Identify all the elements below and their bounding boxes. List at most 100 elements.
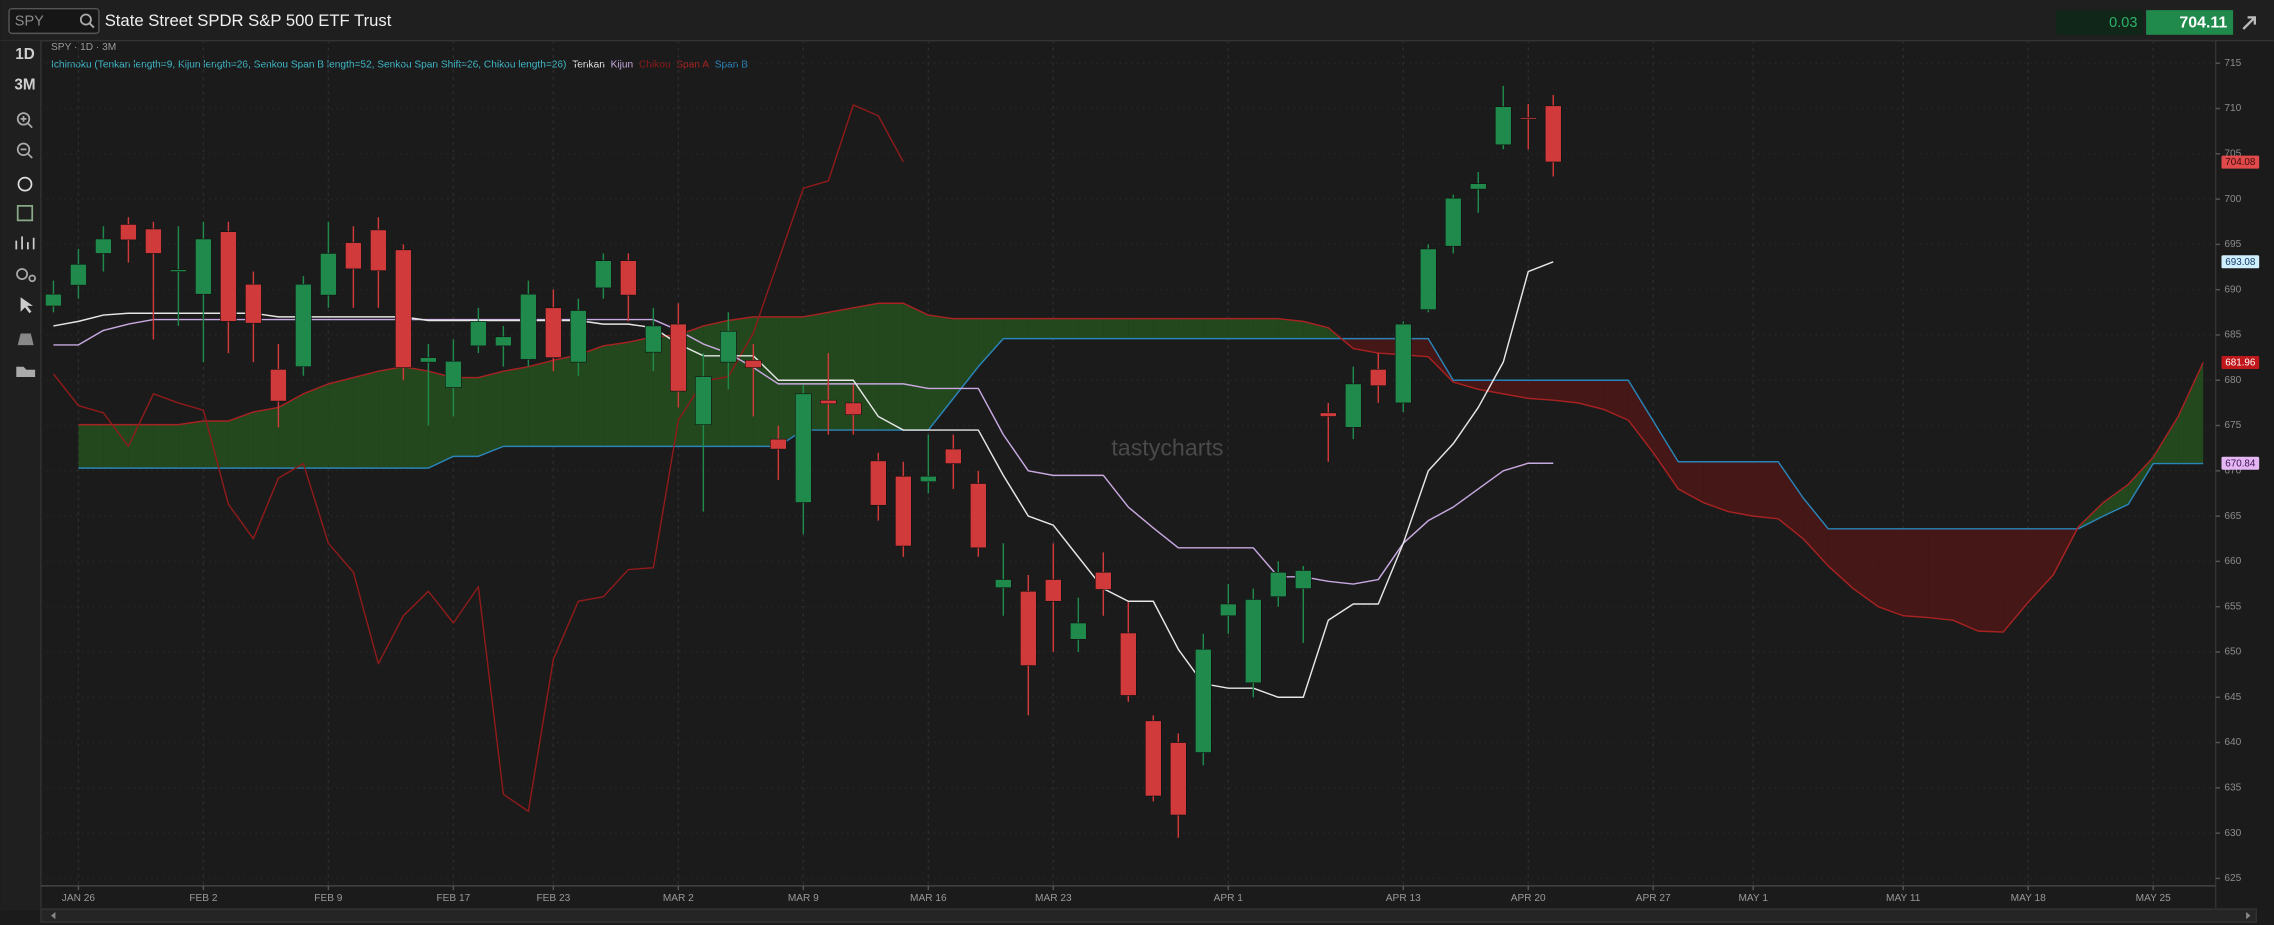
cloud-fill [1603,380,1629,421]
candle-body [95,238,112,254]
candle-body [970,483,987,549]
cloud-fill [1878,528,1904,616]
cloud-fill [1528,380,1554,401]
y-tick-label: 630 [2224,828,2241,839]
x-tick-label: MAR 16 [910,893,947,904]
search-symbol[interactable]: SPY [15,14,44,30]
price-tag [2221,255,2260,269]
cloud-fill [153,424,179,469]
cloud-fill [1003,318,1029,339]
candle-body [745,360,762,368]
candle-body [895,475,912,547]
cloud-fill [1703,461,1729,512]
layout-icon[interactable] [17,333,34,346]
candle-body [220,231,237,322]
x-tick-label: FEB 9 [314,893,343,904]
cloud-fill [1078,318,1104,339]
y-tick-label: 640 [2224,737,2241,748]
candle-body [245,283,262,324]
candle-body [145,228,162,254]
cloud-fill [503,366,529,447]
cloud-fill [1103,318,1129,339]
cloud-fill [1953,528,1979,632]
cloud-fill [1178,318,1204,339]
indicator-label: Ichimoku (Tenkan length=9, Kijun length=… [51,59,566,70]
indicator-line [78,302,2204,633]
popout-icon[interactable] [2242,16,2256,30]
candle-body [1269,571,1287,598]
cloud-fill [1228,318,1254,339]
zoom-out-glyph [20,148,33,159]
x-tick-label: APR 13 [1386,893,1421,904]
cloud-fill [853,303,879,431]
scroll-right[interactable] [2246,911,2251,920]
zoom-in-icon[interactable] [16,112,31,126]
toolbar-icons [15,112,36,377]
cloud-fill [1903,528,1929,618]
cloud-fill [528,360,554,447]
cloud-fill [553,354,579,447]
drawings-icon[interactable] [16,205,34,222]
x-tick-label: APR 20 [1511,893,1546,904]
chart-type-icon[interactable] [15,236,35,250]
studies-icon[interactable] [17,176,33,192]
search-icon[interactable] [79,13,92,26]
indicator-line [52,104,904,813]
cloud-fill [178,421,204,469]
cloud-fill [2103,484,2129,517]
candle-body [370,229,387,271]
candle-body [995,579,1012,588]
candle-body [645,325,662,353]
x-tick-label: MAY 18 [2011,893,2046,904]
cloud-fill [953,318,979,399]
cloud-fill [1828,528,1854,589]
y-tick-label: 665 [2224,511,2241,522]
legend-entry: Chikou [639,59,671,70]
cloud-fill [1553,380,1579,403]
interval-button[interactable]: 1D [15,46,34,63]
candle-body [845,402,862,415]
candle-body [545,307,562,358]
cloud-fill [603,342,629,447]
price-tag [2221,355,2260,370]
change-box [2056,10,2144,35]
cloud-fill [903,303,929,431]
scrollbar[interactable] [40,908,2258,923]
candle-body [345,242,362,270]
search-box[interactable] [8,7,100,35]
zoom-out-icon[interactable] [16,142,31,157]
cloud-fill [628,336,654,447]
price-tag-label: 693.08 [2225,257,2256,268]
scroll-left[interactable] [51,911,56,920]
y-tick-label: 655 [2224,601,2241,612]
candle-body [595,260,612,289]
candle-body [470,321,487,347]
candle-body [770,438,787,450]
candle-body [1469,183,1487,190]
instrument-title: State Street SPDR S&P 500 ETF Trust [105,11,392,30]
y-tick-label: 690 [2224,284,2241,295]
x-tick-label: FEB 17 [436,893,470,904]
candle-body [1294,570,1312,589]
cloud-fill [1253,318,1279,339]
cloud-fill [478,371,504,457]
lines-layer [52,104,2204,813]
candle-body [1095,571,1112,590]
candle-body [945,448,962,464]
y-tick-label: 710 [2224,103,2241,114]
zoom-in-glyph [20,115,33,129]
folder-icon[interactable] [16,366,36,377]
cursor-icon[interactable] [20,297,33,314]
y-tick-label: 625 [2224,873,2241,884]
candle-body [820,399,837,405]
settings-icon[interactable] [16,268,29,280]
candle-body [870,460,887,506]
y-tick-label: 660 [2224,556,2241,567]
range-button[interactable]: 3M [14,77,35,94]
y-tick-label: 700 [2224,194,2241,205]
cloud-fill [828,307,854,431]
legend-entry: Tenkan [572,59,605,70]
cloud-fill [1778,461,1804,539]
cloud-fill [403,366,429,469]
cloud-fill [1653,421,1679,489]
